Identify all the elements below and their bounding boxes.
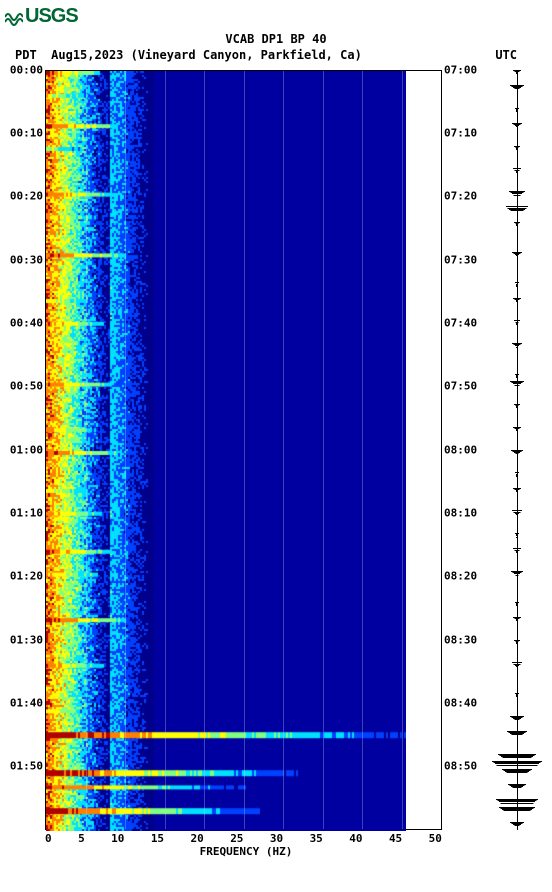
y-right-tick: 08:40 bbox=[444, 696, 477, 709]
y-right-tick: 08:50 bbox=[444, 760, 477, 773]
y-left-tick: 00:00 bbox=[10, 63, 43, 76]
y-left-tick: 01:30 bbox=[10, 633, 43, 646]
y-right-tick: 08:10 bbox=[444, 506, 477, 519]
grid-line bbox=[362, 71, 363, 829]
y-left-tick: 01:00 bbox=[10, 443, 43, 456]
x-tick: 45 bbox=[389, 832, 402, 845]
usgs-logo: USGS bbox=[5, 5, 547, 28]
y-axis-left: 00:0000:1000:2000:3000:4000:5001:0001:10… bbox=[5, 70, 45, 830]
y-right-tick: 08:00 bbox=[444, 443, 477, 456]
y-left-tick: 00:50 bbox=[10, 380, 43, 393]
grid-line bbox=[323, 71, 324, 829]
x-tick: 40 bbox=[349, 832, 362, 845]
y-left-tick: 01:20 bbox=[10, 570, 43, 583]
y-right-tick: 07:30 bbox=[444, 253, 477, 266]
y-left-tick: 00:10 bbox=[10, 126, 43, 139]
x-tick: 0 bbox=[45, 832, 52, 845]
grid-line bbox=[86, 71, 87, 829]
y-axis-right: 07:0007:1007:2007:3007:4007:5008:0008:10… bbox=[442, 70, 482, 830]
y-right-tick: 07:20 bbox=[444, 190, 477, 203]
y-right-tick: 08:20 bbox=[444, 570, 477, 583]
x-axis-label: FREQUENCY (HZ) bbox=[0, 845, 547, 858]
right-timezone: UTC bbox=[495, 48, 517, 62]
grid-line bbox=[165, 71, 166, 829]
grid-line bbox=[283, 71, 284, 829]
logo-text: USGS bbox=[25, 5, 78, 28]
y-right-tick: 07:50 bbox=[444, 380, 477, 393]
x-tick: 10 bbox=[111, 832, 124, 845]
wave-icon bbox=[5, 8, 23, 26]
y-left-tick: 00:40 bbox=[10, 316, 43, 329]
waveform bbox=[487, 70, 547, 830]
grid-line bbox=[125, 71, 126, 829]
left-timezone: PDT Aug15,2023 (Vineyard Canyon, Parkfie… bbox=[15, 48, 362, 62]
x-axis: 0 5 10 15 20 25 30 35 40 45 50 bbox=[45, 830, 442, 845]
x-tick: 20 bbox=[191, 832, 204, 845]
y-right-tick: 08:30 bbox=[444, 633, 477, 646]
grid-line bbox=[402, 71, 403, 829]
chart-title: VCAB DP1 BP 40 bbox=[5, 32, 547, 48]
spectrogram bbox=[45, 70, 442, 830]
grid-line bbox=[204, 71, 205, 829]
y-right-tick: 07:00 bbox=[444, 63, 477, 76]
y-left-tick: 00:20 bbox=[10, 190, 43, 203]
y-left-tick: 01:40 bbox=[10, 696, 43, 709]
y-right-tick: 07:40 bbox=[444, 316, 477, 329]
y-right-tick: 07:10 bbox=[444, 126, 477, 139]
x-tick: 35 bbox=[310, 832, 323, 845]
grid-line bbox=[244, 71, 245, 829]
x-tick: 30 bbox=[270, 832, 283, 845]
y-left-tick: 01:10 bbox=[10, 506, 43, 519]
x-tick: 50 bbox=[429, 832, 442, 845]
x-tick: 25 bbox=[230, 832, 243, 845]
chart-area: 00:0000:1000:2000:3000:4000:5001:0001:10… bbox=[5, 70, 547, 830]
y-left-tick: 00:30 bbox=[10, 253, 43, 266]
y-left-tick: 01:50 bbox=[10, 760, 43, 773]
x-tick: 15 bbox=[151, 832, 164, 845]
x-tick: 5 bbox=[78, 832, 85, 845]
